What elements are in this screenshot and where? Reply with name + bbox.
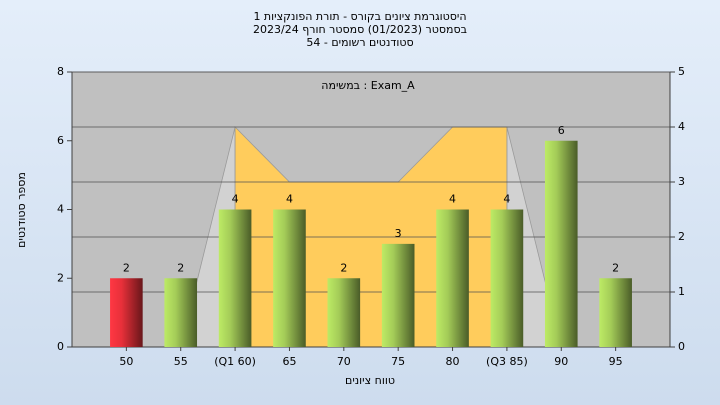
y2-tick-label: 3 (678, 175, 685, 188)
x-axis-label: טווח ציונים (345, 374, 395, 387)
x-tick-label: 65 (282, 355, 296, 368)
y2-tick-label: 2 (678, 230, 685, 243)
x-tick-label: (Q3 85) (486, 355, 528, 368)
x-tick-label: 75 (391, 355, 405, 368)
bar (599, 278, 632, 347)
title-line: סטודנטים רשומים - 54 (306, 36, 413, 49)
y2-tick-label: 4 (678, 120, 685, 133)
data-label: 6 (558, 124, 565, 137)
annotation: במשימה : Exam_A (321, 79, 415, 92)
y-tick-label: 0 (57, 340, 64, 353)
y-tick-label: 2 (57, 271, 64, 284)
y-axis-label: מספר סטודנטים (15, 172, 28, 248)
x-tick-label: 80 (446, 355, 460, 368)
bar (273, 209, 306, 347)
x-tick-label: 90 (554, 355, 568, 368)
y2-tick-label: 0 (678, 340, 685, 353)
bar (164, 278, 198, 347)
bar (490, 209, 524, 347)
y-tick-label: 8 (57, 65, 64, 78)
data-label: 2 (177, 261, 184, 274)
data-label: 4 (286, 193, 293, 206)
title-line: היסטוגרמת ציונים בקורס - תורת הפונקציות … (253, 10, 466, 23)
data-label: 2 (340, 261, 347, 274)
data-label: 2 (612, 261, 619, 274)
y-tick-label: 6 (57, 134, 64, 147)
bar (544, 140, 578, 347)
x-tick-label: 95 (609, 355, 623, 368)
data-label: 3 (395, 227, 402, 240)
x-tick-label: 50 (119, 355, 133, 368)
y2-tick-label: 5 (678, 65, 685, 78)
x-tick-label: (Q1 60) (214, 355, 256, 368)
data-label: 2 (123, 261, 130, 274)
bar (436, 209, 469, 347)
bar (327, 278, 361, 347)
data-label: 4 (449, 193, 456, 206)
data-label: 4 (503, 193, 510, 206)
bar (381, 243, 415, 347)
bar (110, 278, 143, 347)
x-tick-label: 55 (174, 355, 188, 368)
y-tick-label: 4 (57, 203, 64, 216)
title-line: בסמסטר (01/2023) סמסטר חורף 2023/24 (253, 23, 467, 36)
data-label: 4 (232, 193, 239, 206)
bar (218, 209, 252, 347)
y2-tick-label: 1 (678, 285, 685, 298)
x-tick-label: 70 (337, 355, 351, 368)
